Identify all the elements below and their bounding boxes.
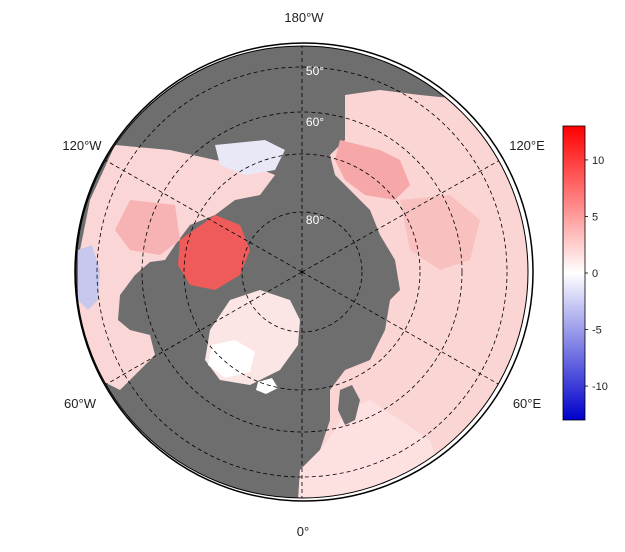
alaska-cool-patch [215,140,285,175]
hudson-bay [135,262,178,300]
baltic-sea [338,385,360,425]
lon-label-0: 0° [297,524,309,539]
colorbar-tick-label: 10 [592,155,604,167]
lat-circle-50 [96,66,508,478]
map-frame-outer [74,42,534,502]
lat-circle-60 [141,111,463,433]
central-siberia-patch [400,195,480,270]
colorbar [562,125,586,421]
canadian-archipelago-warm [178,215,250,290]
map-frame-inner [75,45,529,499]
iceland [256,378,278,394]
greenland-white [208,340,255,378]
siberia-warm-patch [335,140,410,200]
lon-label-120e: 120°E [509,138,545,153]
colorbar-tick-label: -5 [592,325,602,337]
lon-label-60w: 60°W [64,396,97,411]
meridian-lines [104,46,501,498]
lon-label-60e: 60°E [513,396,542,411]
lat-circle-70 [183,153,421,391]
colorbar-ticks: 10 5 0 -5 -10 [585,155,608,393]
land-eurasia-anomaly [298,90,528,498]
colorbar-tick-label: 0 [592,268,598,280]
canada-warm-patch [115,200,180,255]
lat-label-50: 50° [306,64,324,78]
lon-label-180w: 180°W [284,10,324,25]
west-coast-cool-strip [78,245,100,310]
lat-label-60: 60° [306,115,324,129]
lon-label-120w: 120°W [62,138,102,153]
colorbar-tick-label: -10 [592,381,608,393]
lat-label-80: 80° [306,213,324,227]
colorbar-tick-label: 5 [592,211,598,223]
